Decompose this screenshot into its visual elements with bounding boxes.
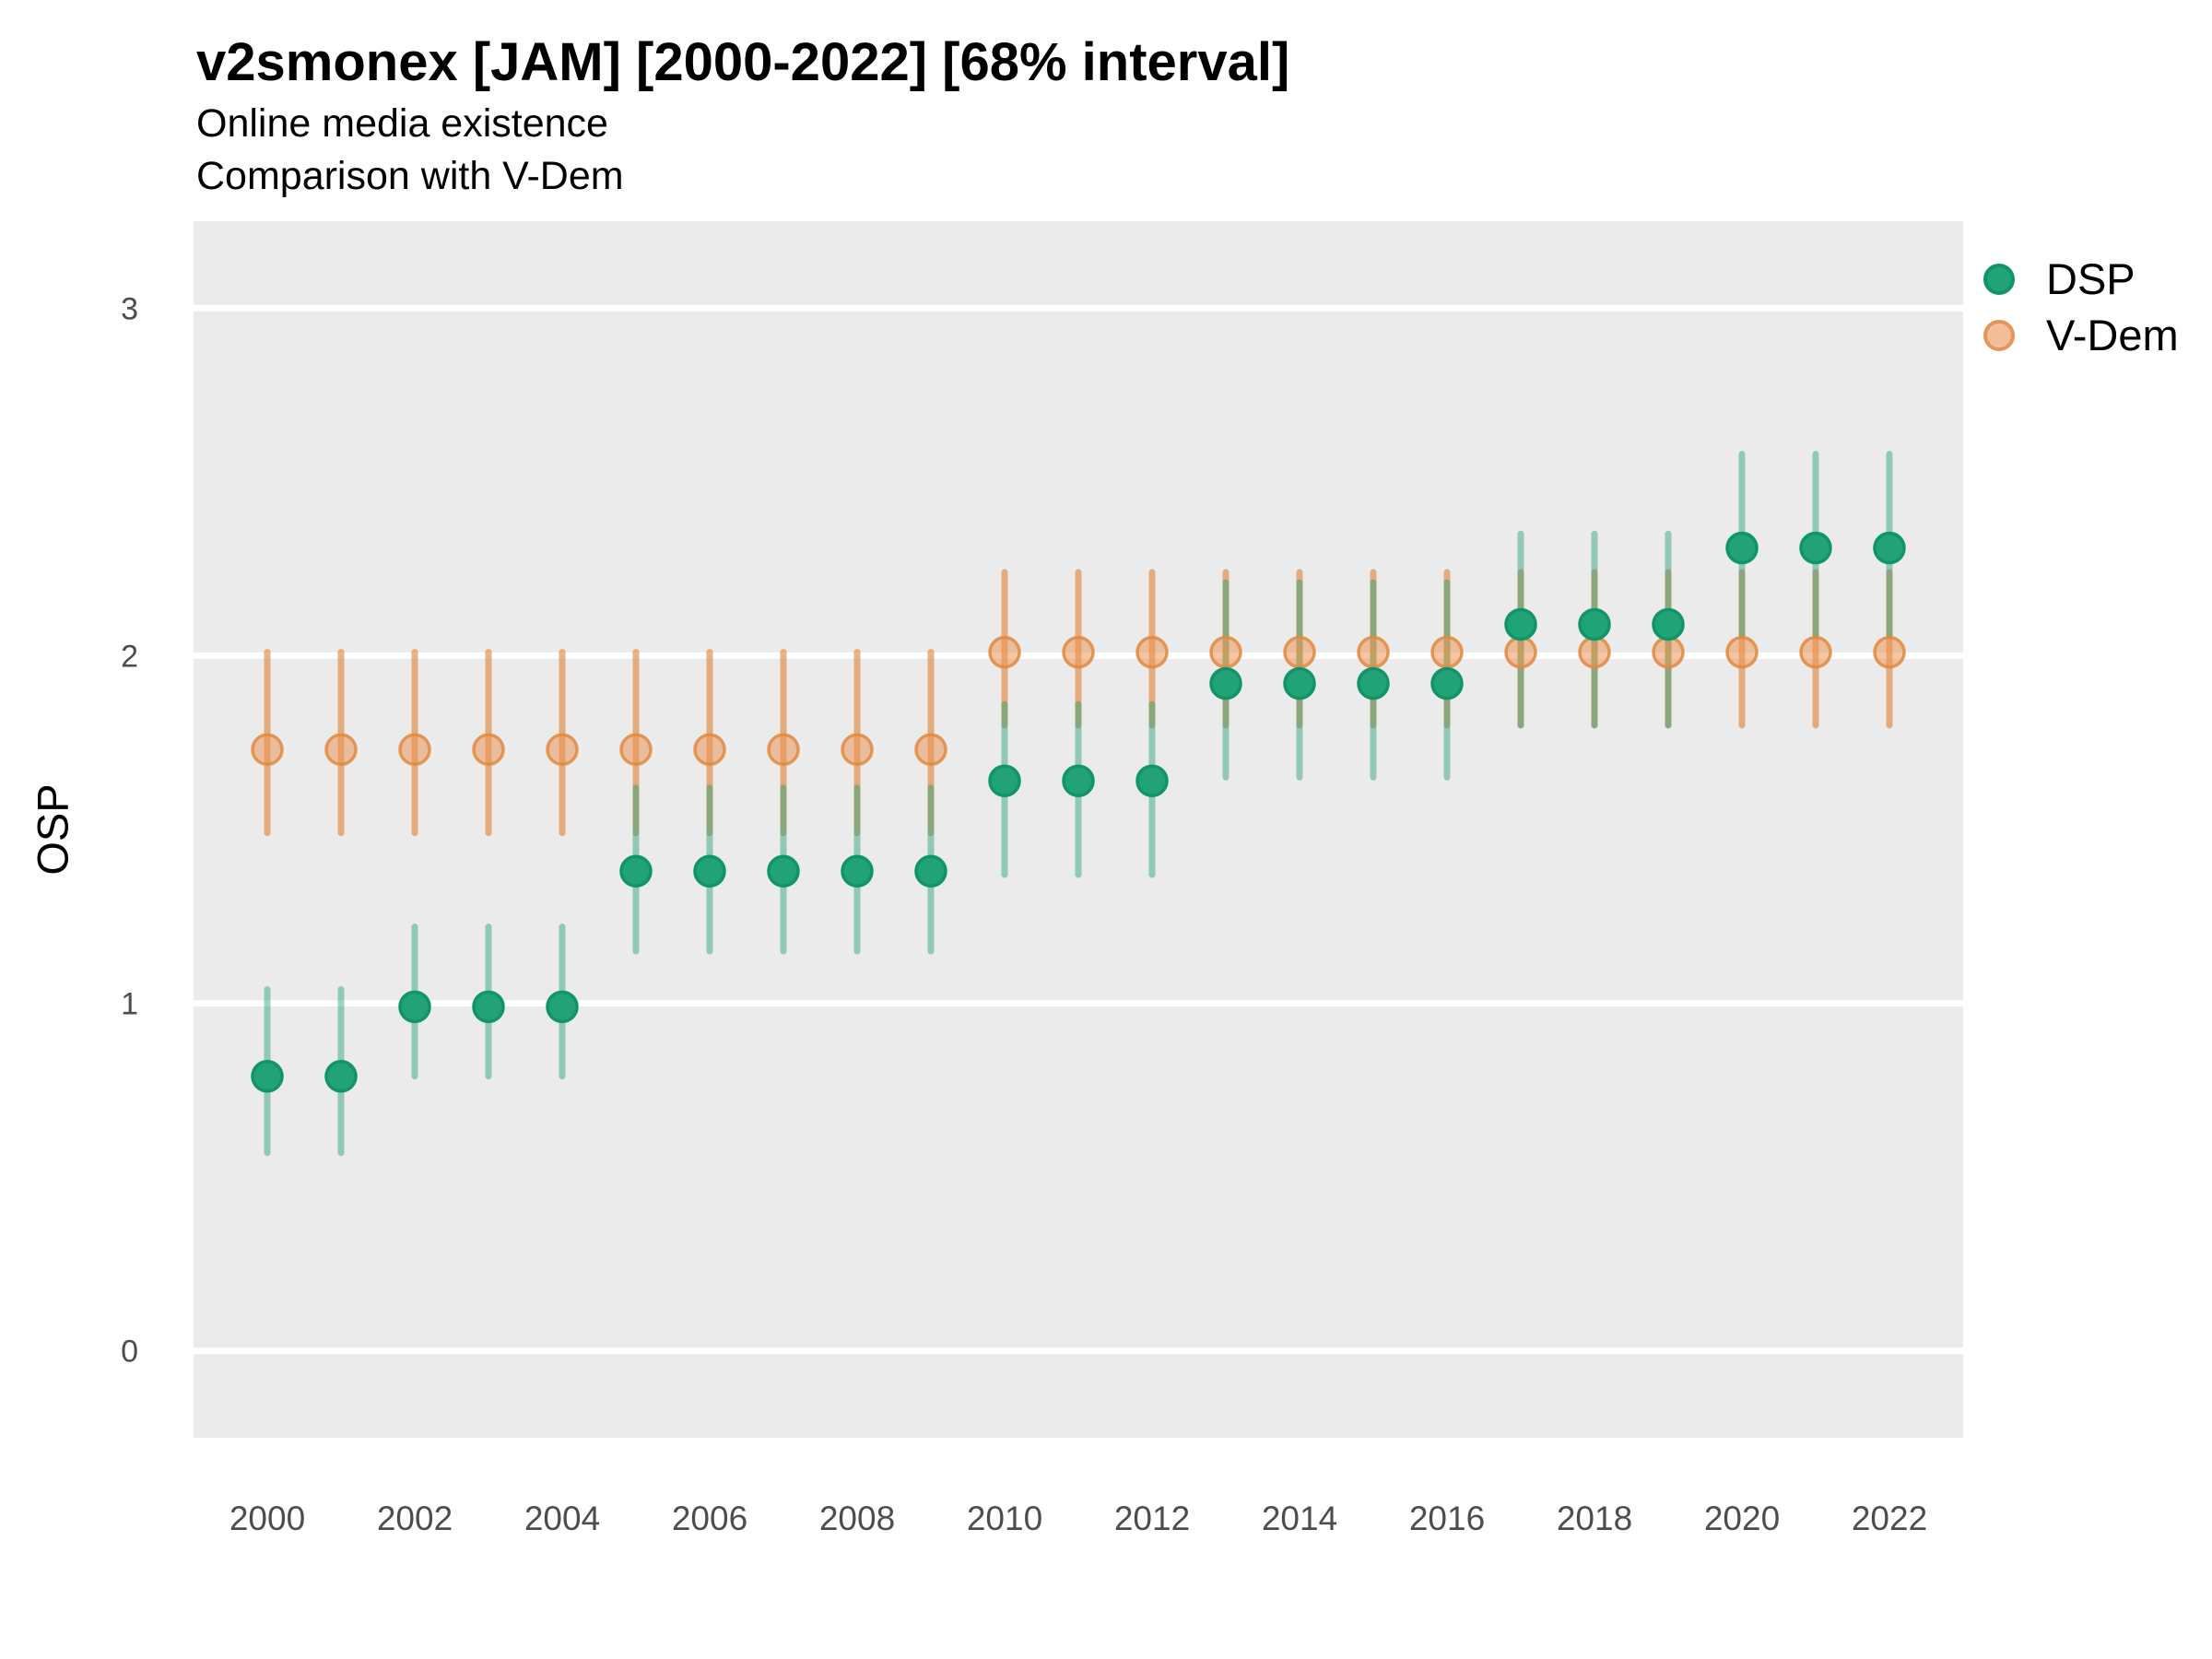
x-tick-label: 2018	[1557, 1500, 1632, 1537]
vdem-legend-key-icon	[1983, 319, 2015, 351]
point-dsp	[1725, 531, 1759, 565]
point-dsp	[1062, 764, 1095, 797]
y-tick-label: 0	[121, 1335, 138, 1370]
x-tick-label: 2006	[672, 1500, 747, 1537]
point-vdem	[1873, 635, 1906, 669]
y-tick-label: 3	[121, 291, 138, 326]
point-dsp	[398, 990, 431, 1024]
x-tick-label: 2020	[1704, 1500, 1780, 1537]
point-vdem	[324, 733, 358, 767]
point-vdem	[1135, 635, 1169, 669]
chart-title: v2smonex [JAM] [2000-2022] [68% interval…	[196, 32, 1290, 92]
point-vdem	[767, 733, 800, 767]
chart-subtitle-line1: Online media existence	[196, 101, 608, 146]
point-vdem	[1209, 635, 1242, 669]
point-vdem	[251, 733, 284, 767]
point-dsp	[1135, 764, 1169, 797]
x-tick-label: 2008	[819, 1500, 895, 1537]
vdem-legend-label: V-Dem	[2046, 311, 2179, 359]
point-dsp	[1283, 666, 1316, 700]
legend-item-dsp: DSP	[1983, 251, 2179, 307]
point-dsp	[767, 854, 800, 888]
x-tick-label: 2012	[1114, 1500, 1190, 1537]
x-tick-label: 2004	[524, 1500, 600, 1537]
legend-item-vdem: V-Dem	[1983, 307, 2179, 363]
point-vdem	[1725, 635, 1759, 669]
point-vdem	[1062, 635, 1095, 669]
point-dsp	[1799, 531, 1832, 565]
point-vdem	[546, 733, 579, 767]
point-vdem	[988, 635, 1021, 669]
point-dsp	[1430, 666, 1464, 700]
point-dsp	[841, 854, 874, 888]
x-tick-label: 2000	[229, 1500, 305, 1537]
point-vdem	[1652, 635, 1685, 669]
point-vdem	[914, 733, 947, 767]
y-tick-label: 2	[121, 639, 138, 674]
point-vdem	[841, 733, 874, 767]
y-tick-label: 1	[121, 987, 138, 1022]
x-tick-label: 2016	[1409, 1500, 1485, 1537]
x-tick-label: 2010	[967, 1500, 1042, 1537]
point-vdem	[619, 733, 653, 767]
point-dsp	[1873, 531, 1906, 565]
point-vdem	[1430, 635, 1464, 669]
point-dsp	[914, 854, 947, 888]
point-vdem	[1504, 635, 1537, 669]
point-dsp	[251, 1060, 284, 1093]
point-dsp	[546, 990, 579, 1024]
point-vdem	[1283, 635, 1316, 669]
point-vdem	[1578, 635, 1611, 669]
point-vdem	[1357, 635, 1390, 669]
x-tick-label: 2014	[1262, 1500, 1337, 1537]
legend: DSP V-Dem	[1983, 251, 2179, 363]
point-dsp	[324, 1060, 358, 1093]
point-dsp	[1504, 607, 1537, 641]
point-dsp	[472, 990, 505, 1024]
point-vdem	[693, 733, 726, 767]
point-vdem	[1799, 635, 1832, 669]
point-dsp	[988, 764, 1021, 797]
point-dsp	[1209, 666, 1242, 700]
point-dsp	[1652, 607, 1685, 641]
point-dsp	[619, 854, 653, 888]
x-tick-label: 2002	[377, 1500, 453, 1537]
dsp-legend-label: DSP	[2046, 254, 2136, 303]
point-dsp	[693, 854, 726, 888]
point-vdem	[398, 733, 431, 767]
dsp-legend-key-icon	[1983, 263, 2015, 295]
point-vdem	[472, 733, 505, 767]
chart-subtitle-line2: Comparison with V-Dem	[196, 154, 624, 198]
point-dsp	[1578, 607, 1611, 641]
x-tick-label: 2022	[1852, 1500, 1927, 1537]
point-dsp	[1357, 666, 1390, 700]
